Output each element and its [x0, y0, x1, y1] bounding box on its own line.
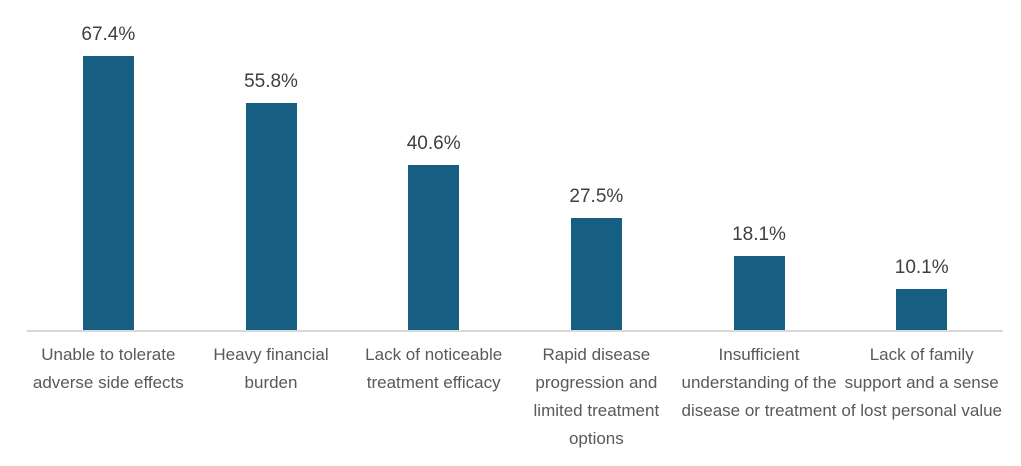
chart-column: 55.8% Heavy financial burden: [190, 0, 353, 466]
chart-column: 40.6% Lack of noticeable treatment effica…: [352, 0, 515, 466]
data-label: 67.4%: [81, 24, 136, 45]
bar: [733, 256, 785, 330]
category-label: Insufficient understanding of the diseas…: [681, 345, 837, 420]
category-label: Unable to tolerate adverse side effects: [32, 345, 184, 392]
category-label: Lack of family support and a sense of lo…: [841, 345, 1003, 420]
data-label: 18.1%: [732, 224, 786, 245]
chart-column: 18.1% Insufficient understanding of the d…: [678, 0, 841, 466]
plot-area: 67.4% Unable to tolerate adverse side eff…: [27, 0, 1003, 466]
bar: [82, 56, 134, 330]
bar-zone: 67.4%: [27, 24, 190, 330]
bar: [896, 289, 948, 330]
bar-zone: 27.5%: [515, 186, 678, 330]
bar: [570, 218, 622, 330]
x-axis-line: [27, 330, 1003, 332]
bar-zone: 55.8%: [190, 71, 353, 330]
category-label: Rapid disease progression and limited tr…: [533, 345, 660, 448]
bar-zone: 40.6%: [352, 133, 515, 330]
chart-column: 67.4% Unable to tolerate adverse side eff…: [27, 0, 190, 466]
bar-zone: 18.1%: [678, 224, 841, 330]
data-label: 10.1%: [894, 257, 949, 278]
data-label: 40.6%: [406, 133, 461, 154]
chart-column: 10.1% Lack of family support and a sense …: [840, 0, 1003, 466]
data-label: 27.5%: [569, 186, 624, 207]
category-label: Lack of noticeable treatment efficacy: [365, 345, 503, 392]
data-label: 55.8%: [244, 71, 298, 92]
chart-column: 27.5% Rapid disease progression and limit…: [515, 0, 678, 466]
bar: [245, 103, 297, 330]
bar: [408, 165, 460, 330]
category-label: Heavy financial burden: [213, 345, 329, 392]
bar-zone: 10.1%: [840, 257, 1003, 330]
